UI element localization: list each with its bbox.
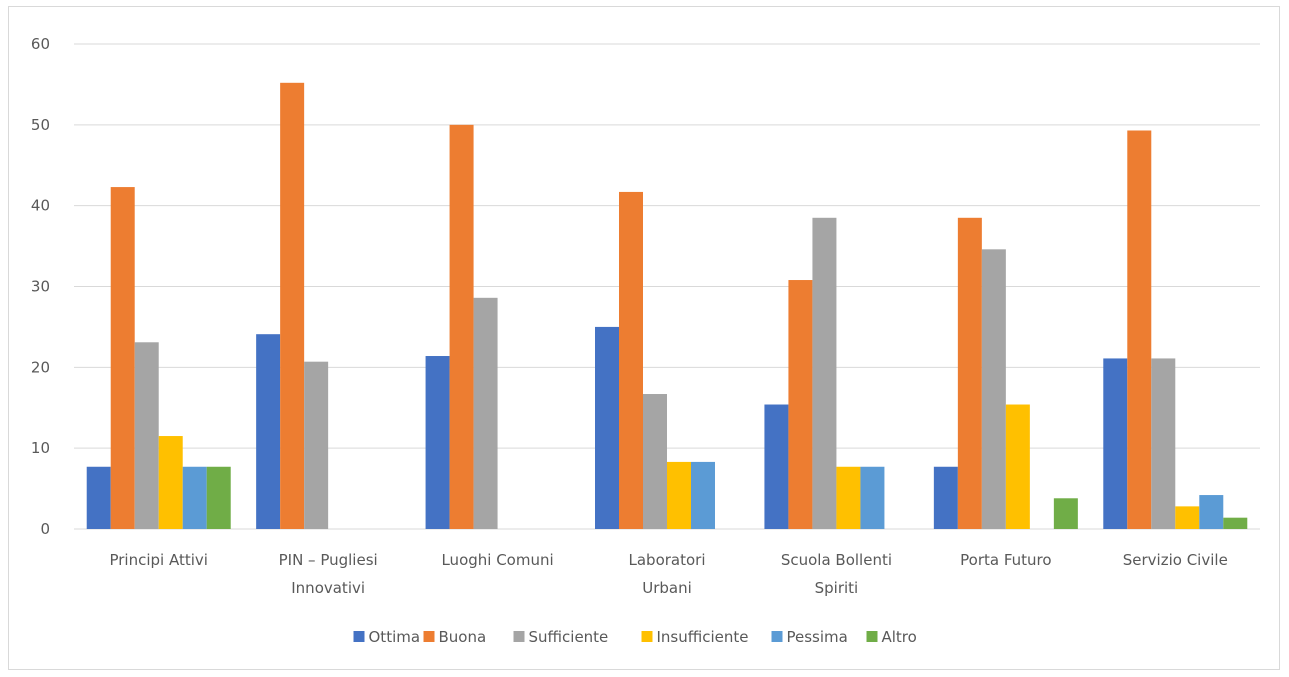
x-category-label: Principi Attivi [109, 551, 207, 569]
bar-sufficiente [304, 361, 329, 529]
x-category-label: Laboratori [629, 551, 706, 569]
y-tick-label: 50 [31, 116, 50, 134]
legend-label: Sufficiente [529, 628, 609, 646]
legend-swatch-buona [423, 631, 435, 642]
y-tick-label: 0 [40, 520, 50, 538]
x-category-label: Servizio Civile [1123, 551, 1228, 569]
y-tick-label: 40 [31, 197, 50, 215]
x-category-label: Urbani [642, 579, 692, 597]
bar-sufficiente [812, 217, 837, 529]
bar-ottima [256, 334, 281, 529]
bar-buona [619, 191, 643, 530]
bar-pessima [691, 461, 715, 529]
y-tick-label: 60 [31, 35, 50, 53]
legend-swatch-insufficiente [641, 631, 653, 642]
legend-label: Insufficiente [657, 628, 749, 646]
bar-buona [110, 187, 135, 529]
legend-swatch-pessima [771, 631, 783, 642]
x-category-label: Scuola Bollenti [781, 551, 892, 569]
bar-sufficiente [643, 394, 667, 529]
bar-buona [1127, 130, 1152, 529]
bar-insufficiente [836, 466, 861, 529]
x-category-label: Luoghi Comuni [441, 551, 553, 569]
bar-sufficiente [134, 342, 159, 529]
x-category-label: Porta Futuro [960, 551, 1051, 569]
chart-frame [8, 6, 1280, 670]
bar-ottima [764, 404, 789, 529]
y-tick-label: 10 [31, 439, 50, 457]
bar-buona [449, 124, 474, 529]
bar-altro [206, 466, 231, 529]
bar-ottima [86, 466, 111, 529]
bar-insufficiente [1005, 404, 1030, 529]
y-tick-label: 30 [31, 278, 50, 296]
bar-insufficiente [667, 461, 691, 529]
bar-sufficiente [981, 249, 1006, 530]
y-tick-label: 20 [31, 358, 50, 376]
legend-label: Buona [439, 628, 487, 646]
x-category-label: PIN – Pugliesi [279, 551, 378, 569]
bar-pessima [1199, 495, 1224, 529]
bar-buona [957, 217, 982, 529]
bar-sufficiente [1151, 358, 1176, 529]
bar-pessima [860, 466, 885, 529]
bar-buona [788, 280, 813, 529]
legend-swatch-sufficiente [513, 631, 525, 642]
bar-ottima [933, 466, 958, 529]
x-category-label: Spiriti [815, 579, 859, 597]
legend-swatch-ottima [353, 631, 365, 642]
bar-pessima [182, 466, 207, 529]
bar-ottima [425, 356, 450, 529]
x-category-label: Innovativi [291, 579, 365, 597]
bar-altro [1053, 498, 1078, 529]
legend-label: Pessima [787, 628, 848, 646]
bar-insufficiente [1175, 506, 1200, 529]
legend-label: Altro [882, 628, 917, 646]
legend-swatch-altro [866, 631, 878, 642]
legend-label: Ottima [369, 628, 421, 646]
bar-ottima [1103, 358, 1128, 529]
bar-sufficiente [473, 297, 498, 529]
bar-buona [280, 82, 305, 530]
bar-insufficiente [158, 436, 183, 529]
bar-ottima [595, 326, 619, 529]
bar-altro [1223, 517, 1248, 529]
